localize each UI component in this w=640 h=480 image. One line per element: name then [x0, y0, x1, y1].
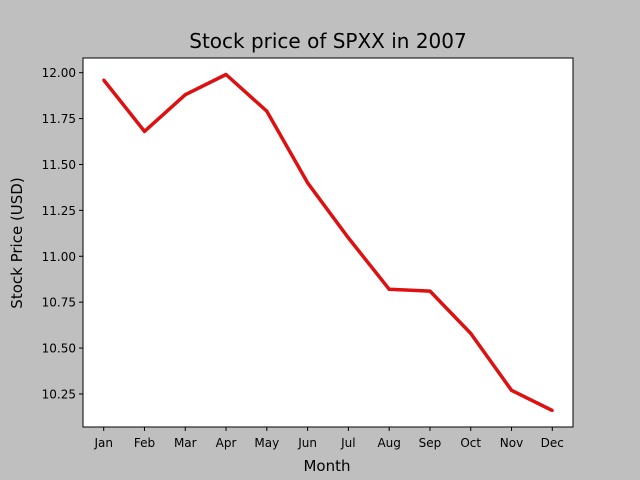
x-tick-label: Oct: [460, 436, 481, 450]
x-tick-label: May: [254, 436, 279, 450]
data-point-may: [265, 109, 269, 113]
y-tick-label: 10.50: [42, 342, 76, 356]
data-point-mar: [183, 93, 187, 97]
data-point-sep: [428, 289, 432, 293]
data-point-jun: [306, 181, 310, 185]
data-point-oct: [469, 331, 473, 335]
plot-area: [82, 57, 574, 428]
data-series: [102, 72, 554, 413]
x-tick-label: Apr: [216, 436, 237, 450]
x-tick-label: Sep: [419, 436, 442, 450]
data-point-feb: [142, 129, 146, 133]
x-axis-ticks: Jan Feb Mar Apr May Jun Jul Aug Sep Oct Nov Dec: [93, 427, 564, 450]
y-tick-label: 11.25: [42, 204, 76, 218]
x-tick-label: Mar: [174, 436, 197, 450]
y-tick-label: 11.75: [42, 112, 76, 126]
y-tick-label: 11.00: [42, 250, 76, 264]
y-tick-label: 12.00: [42, 66, 76, 80]
x-tick-label: Jan: [93, 436, 113, 450]
x-tick-label: Jul: [340, 436, 355, 450]
x-axis-label: Month: [303, 457, 350, 475]
x-tick-label: Feb: [134, 436, 155, 450]
series-line: [102, 72, 554, 413]
x-tick-label: Jun: [297, 436, 317, 450]
y-axis-ticks: 10.25 10.50 10.75 11.00 11.25 11.50 11.75 12.00: [42, 66, 83, 401]
data-point-jan: [102, 78, 106, 82]
data-point-apr: [224, 73, 228, 77]
y-tick-label: 10.75: [42, 296, 76, 310]
data-point-dec: [550, 408, 554, 412]
data-point-jul: [346, 236, 350, 240]
chart-title: Stock price of SPXX in 2007: [189, 29, 466, 53]
y-tick-label: 10.25: [42, 387, 76, 401]
x-tick-label: Nov: [500, 436, 523, 450]
x-tick-label: Dec: [541, 436, 564, 450]
data-point-aug: [387, 287, 391, 291]
data-point-nov: [510, 388, 514, 392]
y-axis-label: Stock Price (USD): [8, 177, 26, 308]
x-tick-label: Aug: [377, 436, 400, 450]
y-tick-label: 11.50: [42, 158, 76, 172]
